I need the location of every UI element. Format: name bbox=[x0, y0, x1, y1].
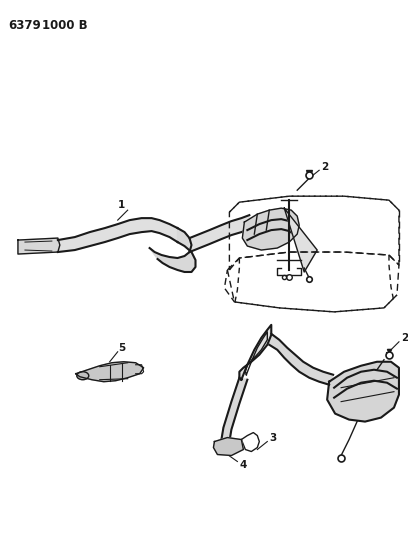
Polygon shape bbox=[76, 362, 144, 382]
Text: 2: 2 bbox=[401, 333, 408, 343]
Polygon shape bbox=[222, 378, 247, 441]
Text: 4: 4 bbox=[239, 461, 247, 471]
Polygon shape bbox=[213, 438, 243, 456]
Polygon shape bbox=[269, 334, 333, 385]
Polygon shape bbox=[18, 238, 60, 254]
Polygon shape bbox=[150, 228, 195, 272]
Text: 2: 2 bbox=[322, 162, 329, 172]
Polygon shape bbox=[242, 208, 299, 250]
Polygon shape bbox=[189, 215, 249, 252]
Ellipse shape bbox=[77, 372, 89, 379]
Text: 5: 5 bbox=[118, 343, 125, 353]
Text: 3: 3 bbox=[270, 433, 277, 442]
Text: 6379: 6379 bbox=[8, 19, 41, 31]
Text: 1: 1 bbox=[118, 200, 125, 210]
Text: 1000 B: 1000 B bbox=[42, 19, 87, 31]
Polygon shape bbox=[58, 218, 177, 252]
Polygon shape bbox=[327, 362, 399, 422]
Polygon shape bbox=[239, 325, 271, 379]
Polygon shape bbox=[284, 208, 317, 272]
